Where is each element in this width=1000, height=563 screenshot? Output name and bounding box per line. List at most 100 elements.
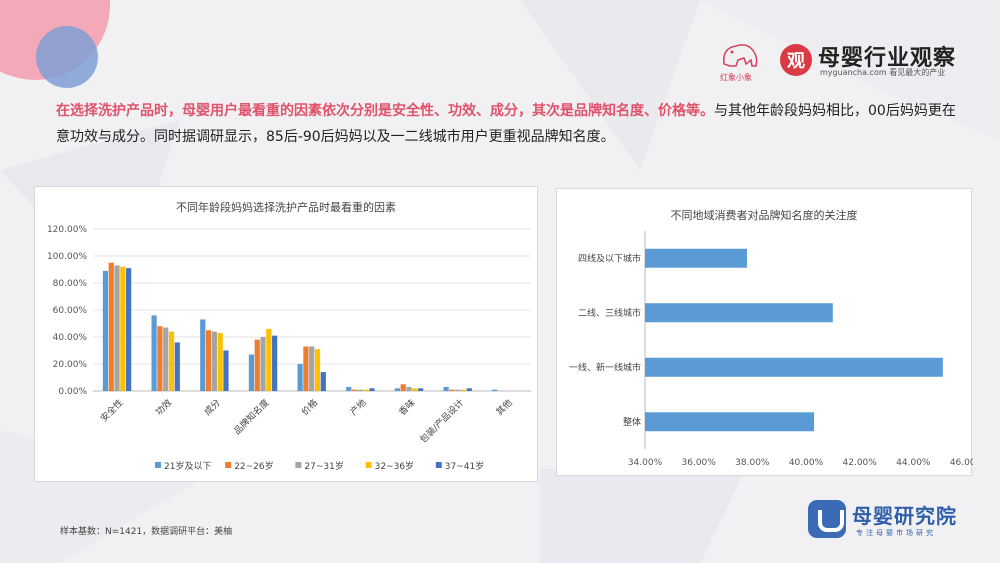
bar — [126, 268, 132, 391]
chart-title: 不同地域消费者对品牌知名度的关注度 — [670, 209, 858, 222]
y-tick-label: 80.00% — [53, 279, 88, 289]
bar — [645, 248, 747, 268]
bar — [174, 342, 180, 391]
bar — [346, 386, 352, 391]
sample-note: 样本基数：N=1421，数据调研平台：美柚 — [60, 527, 233, 537]
x-tick-label: 香味 — [396, 397, 417, 418]
headline-text: 在选择洗护产品时，母婴用户最看重的因素依次分别是安全性、功效、成分，其次是品牌知… — [56, 98, 956, 150]
bar — [297, 364, 303, 391]
y-tick-label: 100.00% — [47, 252, 87, 262]
decorative-blue-circle — [36, 26, 98, 88]
bar — [102, 270, 109, 391]
x-tick-label: 44.00% — [896, 458, 931, 468]
y-tick-label: 0.00% — [58, 387, 87, 397]
age-factor-bar-chart: 0.00% 20.00% 40.00% 60.00% 80.00% 100.00% 120.… — [47, 225, 531, 472]
y-tick-label: 二线、三线城市 — [578, 307, 641, 319]
bar — [412, 388, 418, 391]
bar — [492, 389, 498, 391]
institute-slogan: 专注母婴市场研究 — [856, 529, 936, 537]
elephant-logo-text: 红象小象 — [720, 73, 752, 82]
elephant-logo: 红象小象 — [718, 38, 766, 84]
legend-swatch — [155, 462, 161, 468]
bar — [168, 331, 175, 391]
bar — [223, 350, 229, 391]
x-tick-label: 36.00% — [682, 458, 717, 468]
bar — [309, 346, 315, 391]
headline-highlight: 在选择洗护产品时，母婴用户最看重的因素依次分别是安全性、功效、成分，其次是品牌知… — [56, 103, 714, 119]
x-tick-label: 品牌知名度 — [231, 397, 271, 437]
bar — [357, 389, 363, 391]
x-tick-label: 产地 — [348, 397, 369, 418]
chart-title: 不同年龄段妈妈选择洗护产品时最看重的因素 — [176, 201, 396, 214]
x-tick-label: 42.00% — [843, 458, 878, 468]
y-tick-label: 四线及以下城市 — [578, 252, 641, 264]
bar — [363, 389, 369, 391]
legend-label: 32~36岁 — [375, 460, 414, 472]
bar — [266, 328, 272, 391]
bar — [303, 346, 309, 391]
bar — [157, 326, 163, 391]
bar — [211, 331, 217, 391]
bar — [351, 389, 358, 391]
x-tick-label: 价格 — [299, 397, 320, 418]
x-tick-label: 38.00% — [735, 458, 770, 468]
institute-logo: 母婴研究院 专注母婴市场研究 — [808, 498, 968, 542]
bar — [260, 337, 266, 391]
legend-label: 27~31岁 — [304, 460, 343, 472]
x-tick-label: 安全性 — [98, 397, 126, 425]
bar — [114, 265, 120, 391]
y-tick-label: 40.00% — [53, 333, 88, 343]
bar — [394, 388, 401, 391]
x-tick-label: 其他 — [494, 397, 515, 418]
bar — [108, 262, 114, 391]
x-tick-label: 成分 — [202, 397, 223, 418]
x-tick-label: 40.00% — [789, 458, 824, 468]
legend-label: 22~26岁 — [234, 460, 273, 472]
bar — [163, 327, 169, 391]
bar — [217, 332, 223, 391]
brand-title: 母婴行业观察 — [818, 46, 957, 71]
bar — [466, 388, 472, 391]
y-tick-label: 一线、新一线城市 — [569, 361, 641, 373]
elephant-icon — [723, 44, 758, 67]
x-tick-label: 46.00% — [950, 458, 973, 468]
y-tick-label: 60.00% — [53, 306, 88, 316]
bar — [320, 372, 326, 391]
bar — [205, 330, 212, 391]
age-factor-chart-panel: 不同年龄段妈妈选择洗护产品时最看重的因素 0.00% 20.00% 40.00% 60… — [34, 186, 538, 482]
region-brand-chart-panel: 不同地域消费者对品牌知名度的关注度 34.00% 36.00% 38.00% 40.0… — [556, 188, 973, 476]
y-tick-label: 120.00% — [47, 225, 87, 235]
bar — [254, 339, 260, 391]
bar — [314, 349, 321, 391]
x-tick-label: 包装/产品设计 — [417, 397, 466, 446]
y-tick-label: 20.00% — [53, 360, 88, 370]
y-tick-label: 整体 — [623, 416, 641, 428]
bar — [369, 388, 375, 391]
legend-swatch — [365, 462, 372, 468]
bar — [645, 412, 815, 432]
legend-label: 21岁及以下 — [164, 460, 211, 472]
bar — [120, 266, 126, 391]
legend-swatch — [435, 462, 442, 468]
bar — [460, 389, 467, 391]
institute-logo-icon — [808, 500, 846, 538]
x-tick-label: 34.00% — [628, 458, 663, 468]
bar — [272, 335, 278, 391]
legend-swatch — [295, 462, 302, 468]
bar — [151, 315, 157, 391]
bar — [455, 389, 461, 391]
guancha-logo-mark: 观 — [780, 44, 812, 76]
region-brand-bar-chart: 34.00% 36.00% 38.00% 40.00% 42.00% 44.00% 46.0… — [569, 231, 973, 468]
bar — [645, 303, 833, 323]
bar — [406, 386, 412, 391]
brand-subtitle: myguancha.com 看见最大的产业 — [820, 68, 946, 77]
bar — [200, 319, 206, 391]
bar — [645, 357, 943, 377]
headline-rest: 与其他年龄段妈妈相比，00后妈妈更在意功效与成分。同时据调研显示，85后-90后… — [56, 103, 956, 145]
legend-swatch — [225, 462, 232, 468]
bar — [400, 384, 406, 391]
bar — [443, 386, 449, 391]
legend-label: 37~41岁 — [445, 460, 484, 472]
institute-name: 母婴研究院 — [852, 504, 957, 528]
x-tick-label: 功效 — [153, 397, 174, 418]
